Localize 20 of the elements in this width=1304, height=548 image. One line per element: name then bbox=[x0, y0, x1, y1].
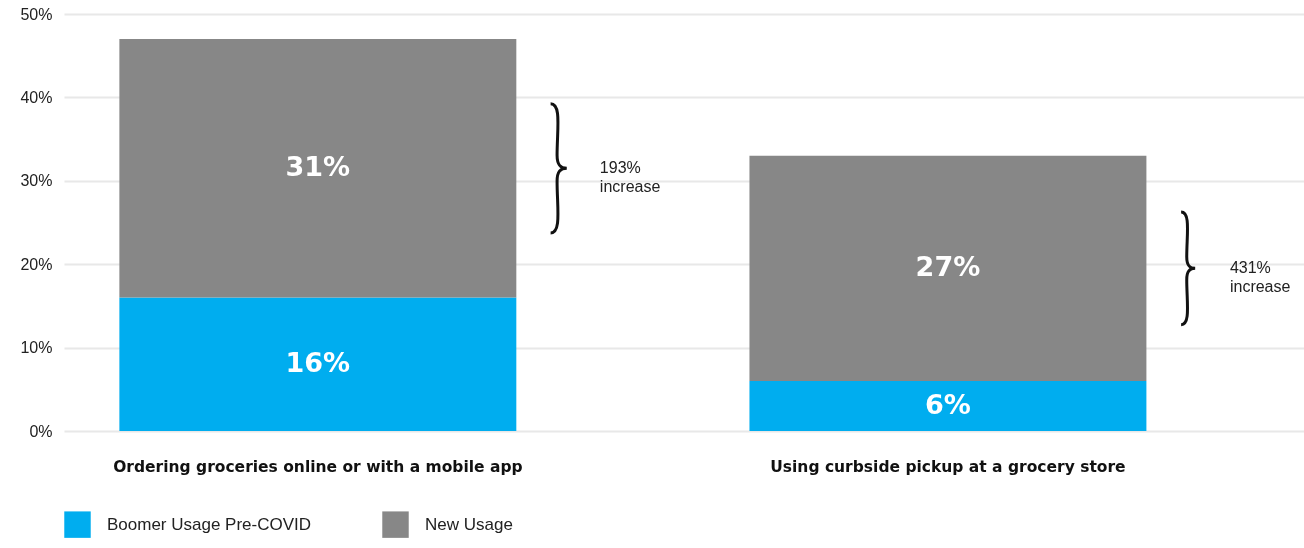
y-tick-label: 30% bbox=[20, 172, 53, 190]
legend-label: New Usage bbox=[425, 514, 513, 534]
y-tick-label: 20% bbox=[20, 255, 53, 273]
x-tick-label: Using curbside pickup at a grocery store bbox=[770, 457, 1126, 476]
text: 27% bbox=[915, 251, 981, 283]
y-tick-label: 40% bbox=[20, 88, 53, 106]
annotation: 193% increase bbox=[599, 159, 661, 196]
bar bbox=[749, 155, 1147, 381]
text: 16% bbox=[285, 347, 351, 379]
y-tick-label: 10% bbox=[20, 339, 53, 357]
bar bbox=[749, 380, 1147, 431]
annotation: 431% increase bbox=[1229, 259, 1291, 296]
bar bbox=[119, 39, 517, 298]
y-tick-label: 50% bbox=[20, 5, 53, 23]
text: 31% bbox=[285, 151, 351, 183]
bar bbox=[119, 297, 517, 431]
text: 6% bbox=[925, 388, 971, 420]
y-tick-label: 0% bbox=[29, 422, 53, 440]
legend-label: Boomer Usage Pre-COVID bbox=[107, 514, 312, 534]
x-tick-label: Ordering groceries online or with a mobile app bbox=[113, 457, 523, 476]
